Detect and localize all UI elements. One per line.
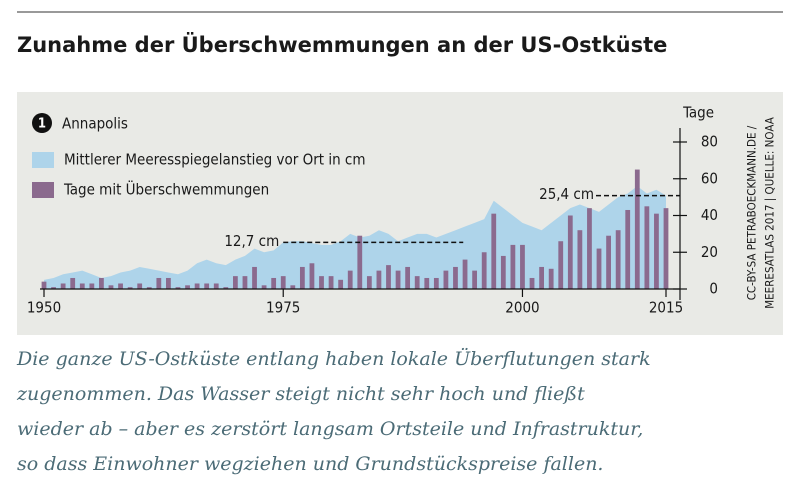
y-tick-label: 60 [701,169,718,187]
credit-line: MEERESATLAS 2017 | QUELLE: NOAA [763,117,777,309]
bar [204,283,210,289]
location: Annapolis [62,115,128,133]
bar [127,287,133,289]
x-tick-label: 1950 [27,299,61,317]
bar [89,283,95,289]
bar [587,208,592,289]
marker-badge [32,113,52,133]
bar [644,206,650,289]
bar [271,277,277,289]
bar [634,169,640,289]
bar [319,276,324,289]
annotation-label: 12,7 cm [224,232,279,250]
bar [462,259,468,289]
bar [386,265,391,289]
bar [51,287,56,289]
bar [366,276,372,289]
bar [558,241,564,289]
bar [146,287,152,289]
bar [99,277,104,289]
y-tick-label: 20 [701,243,718,261]
bar [472,270,478,289]
bar [118,283,123,289]
bar [424,277,430,289]
y-tick-label: 80 [701,133,718,151]
legend-swatch [32,182,54,198]
bar [481,252,487,289]
bar [194,283,200,289]
bar [232,276,238,289]
bar [290,285,296,289]
bar [443,270,449,289]
x-tick-label: 1975 [266,299,300,317]
bar [405,266,411,289]
bar [185,285,190,289]
bar [414,276,420,289]
bar [606,235,611,289]
bar [79,283,85,289]
marker-number: 1 [38,117,46,132]
bar [567,215,573,289]
y-axis-label: Tage [682,104,714,122]
legend-label: Mittlerer Meeresspiegelanstieg vor Ort i… [64,151,365,169]
y-tick-label: 0 [709,280,718,298]
bar [242,276,248,289]
bar [108,285,114,289]
bar [548,268,554,289]
x-tick-label: 2015 [649,299,683,317]
x-tick-label: 2000 [505,299,539,317]
bar [615,230,621,289]
bar [156,277,162,289]
bar [510,244,516,289]
bar [376,270,382,289]
bar [529,277,535,289]
credit-line: CC-BY-SA PETRABOECKMANN.DE / [745,125,759,300]
bar [280,276,286,289]
legend-label: Tage mit Überschwemmungen [63,180,269,199]
annotation-label: 25,4 cm [539,185,594,203]
bar [500,255,506,289]
bar [252,266,257,289]
bar [433,277,439,289]
bar [175,287,181,289]
bar [70,277,76,289]
bar [347,270,353,289]
bar [520,244,525,289]
bar [166,277,171,289]
bar [223,287,229,289]
bar [654,213,659,289]
caption-line: Die ganze US-Ostküste entlang haben loka… [16,347,651,370]
bar [625,209,631,289]
bar [299,266,305,289]
caption-line: wieder ab – aber es zerstört langsam Ort… [17,418,643,440]
caption-line: zugenommen. Das Wasser steigt nicht sehr… [16,383,585,405]
bar [539,266,544,289]
y-tick-label: 40 [701,206,718,224]
bar [453,266,458,289]
bar [328,276,334,289]
bar [137,283,143,289]
bar [596,248,602,289]
chart-title: Zunahme der Überschwemmungen an der US-O… [17,32,667,57]
bar [491,213,497,289]
bar [309,263,315,289]
legend-swatch [32,152,54,168]
bar [41,281,47,289]
caption-line: so dass Einwohner wegziehen und Grundstü… [17,453,603,475]
bar [357,235,363,289]
plot: 12,7 cm 25,4 cm 0 20 40 60 80 1950 1975 2000 2015 M… [27,128,718,317]
bar [395,270,401,289]
bar [577,230,583,289]
bar [261,285,267,289]
bar [663,208,669,289]
bar [60,283,66,289]
bar [338,279,344,289]
bar [213,283,219,289]
